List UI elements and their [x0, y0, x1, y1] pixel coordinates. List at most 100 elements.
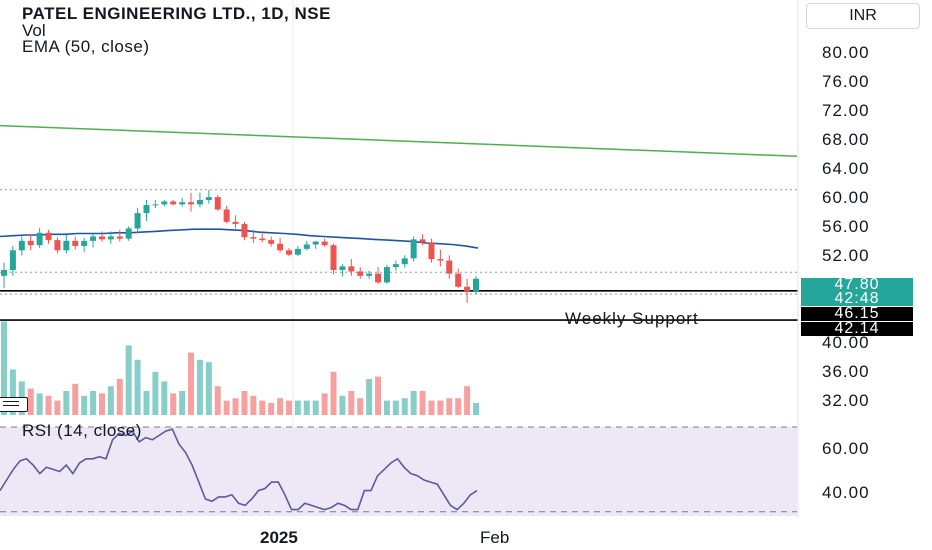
volume-bar [401, 398, 408, 415]
candle-body [90, 236, 97, 241]
price-candles [1, 189, 479, 303]
volume-bar [205, 362, 212, 415]
volume-bar [54, 400, 61, 415]
candle-body [259, 238, 266, 241]
volume-bar [437, 400, 444, 415]
candle-body [54, 240, 61, 251]
ema-polyline [0, 228, 479, 249]
candle-body [357, 271, 364, 276]
candle-body [179, 202, 186, 205]
volume-bar [72, 383, 79, 415]
volume-bar [392, 400, 399, 415]
price-tick: 36.00 [822, 362, 870, 381]
volume-bar [143, 391, 150, 415]
candle-body [196, 200, 203, 205]
price-tick: 76.00 [822, 72, 870, 91]
candle-body [410, 239, 417, 259]
volume-bar [90, 391, 97, 415]
candle-body [223, 209, 230, 222]
volume-legend[interactable]: Vol [22, 21, 46, 40]
volume-bar [223, 400, 230, 415]
rsi-legend[interactable]: RSI (14, close) [22, 421, 142, 440]
volume-bar [277, 398, 284, 415]
volume-bar [125, 345, 132, 415]
time-tick-2025: 2025 [260, 528, 298, 547]
volume-bar [339, 395, 346, 415]
candle-body [473, 278, 479, 292]
candle-body [125, 228, 132, 239]
volume-bar [241, 391, 248, 415]
candle-body [63, 240, 70, 251]
candle-body [437, 259, 444, 261]
volume-bar [383, 400, 390, 415]
price-tick: 64.00 [822, 159, 870, 178]
candle-body [143, 205, 150, 214]
volume-bar [446, 398, 453, 415]
volume-bar [303, 400, 310, 415]
volume-bar [9, 369, 16, 415]
candle-body [419, 239, 426, 243]
volume-bar [250, 395, 257, 415]
candle-body [1, 270, 7, 276]
volume-bars [1, 321, 479, 415]
volume-bar [375, 376, 382, 415]
volume-bar [170, 393, 177, 415]
ema-legend[interactable]: EMA (50, close) [22, 37, 150, 56]
price-tick: 72.00 [822, 101, 870, 120]
volume-bar [1, 321, 7, 415]
candle-body [392, 264, 399, 268]
volume-bar [259, 400, 266, 415]
candle-body [339, 266, 346, 270]
volume-bar [419, 391, 426, 415]
currency-button[interactable]: INR [806, 3, 920, 29]
candle-body [45, 232, 52, 241]
support-levels[interactable] [0, 289, 798, 321]
rsi-line [0, 428, 478, 511]
long-trend-line[interactable] [0, 124, 798, 157]
price-tick: 56.00 [822, 217, 870, 236]
volume-bar [63, 391, 70, 415]
volume-bar [116, 379, 123, 415]
candle-body [18, 240, 25, 251]
volume-bar [232, 398, 239, 415]
volume-bar [161, 381, 168, 415]
candle-body [277, 243, 284, 251]
volume-bar [366, 379, 373, 415]
level-tag-upper[interactable]: 46.15 [801, 306, 913, 322]
candle-body [268, 240, 275, 244]
candle-body [375, 273, 382, 283]
volume-bar [36, 393, 43, 415]
candle-body [464, 286, 471, 292]
candle-body [330, 245, 337, 270]
volume-bar [179, 391, 186, 415]
price-tick: 80.00 [822, 43, 870, 62]
collapse-volume-button[interactable] [0, 397, 28, 412]
candle-body [232, 221, 239, 225]
volume-bar [455, 398, 462, 415]
candle-body [161, 201, 168, 205]
candle-body [455, 273, 462, 287]
last-price-tag[interactable]: 47.80 [801, 277, 913, 293]
volume-bar [81, 395, 88, 415]
volume-bar [107, 386, 114, 415]
volume-bar [312, 400, 319, 415]
candle-body [116, 236, 123, 239]
volume-bar [27, 388, 34, 415]
rsi-tick: 60.00 [822, 439, 870, 458]
candle-body [170, 201, 177, 205]
candle-body [401, 258, 408, 265]
volume-bar [98, 393, 105, 415]
price-tick: 68.00 [822, 130, 870, 149]
candle-body [348, 266, 355, 272]
candle-body [446, 260, 453, 274]
countdown-tag: 42:48 [801, 291, 913, 307]
price-tick: 32.00 [822, 391, 870, 410]
weekly-support-label[interactable]: Weekly Support [565, 309, 699, 328]
rsi-polyline [0, 428, 478, 511]
volume-bar [285, 400, 292, 415]
volume-bar [268, 403, 275, 415]
price-tick: 52.00 [822, 246, 870, 265]
volume-bar [473, 403, 479, 415]
level-tag-lower[interactable]: 42.14 [801, 321, 913, 337]
